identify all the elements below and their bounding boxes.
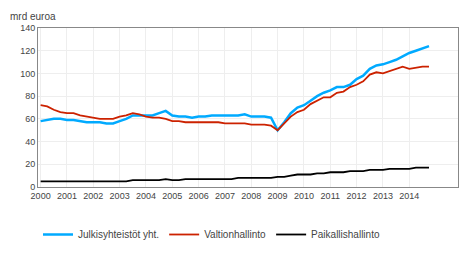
svg-text:2014: 2014: [399, 191, 419, 201]
svg-text:80: 80: [25, 91, 35, 101]
svg-text:Paikallishallinto: Paikallishallinto: [311, 229, 380, 240]
svg-text:2008: 2008: [241, 191, 261, 201]
svg-text:mrd euroa: mrd euroa: [10, 11, 56, 22]
svg-text:2002: 2002: [83, 191, 103, 201]
svg-text:Julkisyhteistöt yht.: Julkisyhteistöt yht.: [78, 229, 159, 240]
svg-text:140: 140: [20, 23, 35, 33]
svg-text:2010: 2010: [294, 191, 314, 201]
svg-text:2006: 2006: [189, 191, 209, 201]
svg-text:2003: 2003: [110, 191, 130, 201]
svg-text:2004: 2004: [136, 191, 156, 201]
svg-text:2012: 2012: [347, 191, 367, 201]
svg-text:2009: 2009: [268, 191, 288, 201]
svg-text:0: 0: [30, 182, 35, 192]
svg-text:2001: 2001: [57, 191, 77, 201]
svg-text:120: 120: [20, 46, 35, 56]
svg-text:2000: 2000: [31, 191, 51, 201]
svg-text:Valtionhallinto: Valtionhallinto: [204, 229, 266, 240]
svg-text:20: 20: [25, 159, 35, 169]
svg-text:60: 60: [25, 114, 35, 124]
svg-text:100: 100: [20, 69, 35, 79]
svg-text:2013: 2013: [373, 191, 393, 201]
svg-text:2011: 2011: [321, 191, 340, 201]
svg-text:40: 40: [25, 137, 35, 147]
svg-text:2005: 2005: [162, 191, 182, 201]
svg-text:2007: 2007: [215, 191, 235, 201]
